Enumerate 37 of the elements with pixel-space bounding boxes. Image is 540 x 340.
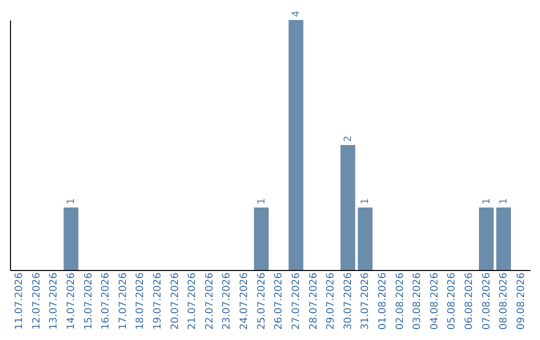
x-tick-label: 09.08.2026 (516, 272, 527, 330)
data-label: 4 (290, 10, 302, 17)
x-tick-label: 16.07.2026 (100, 272, 112, 330)
x-tick-label: 21.07.2026 (187, 272, 198, 330)
x-tick-label: 22.07.2026 (204, 272, 216, 330)
data-label: 1 (498, 198, 510, 204)
data-label: 2 (342, 136, 354, 142)
x-tick-label: 20.07.2026 (170, 272, 181, 330)
x-tick-label: 12.07.2026 (31, 272, 42, 330)
x-tick-label: 15.07.2026 (83, 272, 94, 330)
x-tick-label: 19.07.2026 (152, 272, 164, 330)
x-tick-label: 08.08.2026 (498, 272, 510, 330)
data-label: 1 (481, 198, 492, 204)
x-tick-label: 03.08.2026 (412, 272, 424, 330)
x-tick-label: 14.07.2026 (66, 272, 77, 330)
x-tick-label: 24.07.2026 (239, 272, 250, 330)
x-tick-label: 04.08.2026 (429, 272, 440, 330)
x-tick-label: 07.08.2026 (481, 272, 492, 330)
x-tick-label: 31.07.2026 (360, 272, 372, 330)
x-tick-label: 27.07.2026 (290, 272, 302, 330)
x-tick-label: 23.07.2026 (222, 272, 233, 330)
x-tick-label: 13.07.2026 (48, 272, 60, 330)
x-tick-label: 01.08.2026 (377, 272, 388, 330)
x-tick-label: 11.07.2026 (14, 272, 26, 330)
x-tick-label: 05.08.2026 (446, 272, 458, 330)
x-tick-label: 29.07.2026 (326, 272, 337, 330)
x-tick-label: 26.07.2026 (274, 272, 285, 330)
x-tick-label: 17.07.2026 (118, 272, 129, 330)
x-tick-label: 30.07.2026 (342, 272, 354, 330)
x-tick-label: 06.08.2026 (464, 272, 475, 330)
x-tick-label: 02.08.2026 (394, 272, 406, 330)
data-label: 1 (360, 198, 372, 204)
x-tick-label: 28.07.2026 (308, 272, 320, 330)
x-tick-label: 18.07.2026 (135, 272, 146, 330)
data-label: 1 (66, 198, 77, 204)
x-tick-label: 25.07.2026 (256, 272, 268, 330)
data-label: 1 (256, 198, 268, 204)
